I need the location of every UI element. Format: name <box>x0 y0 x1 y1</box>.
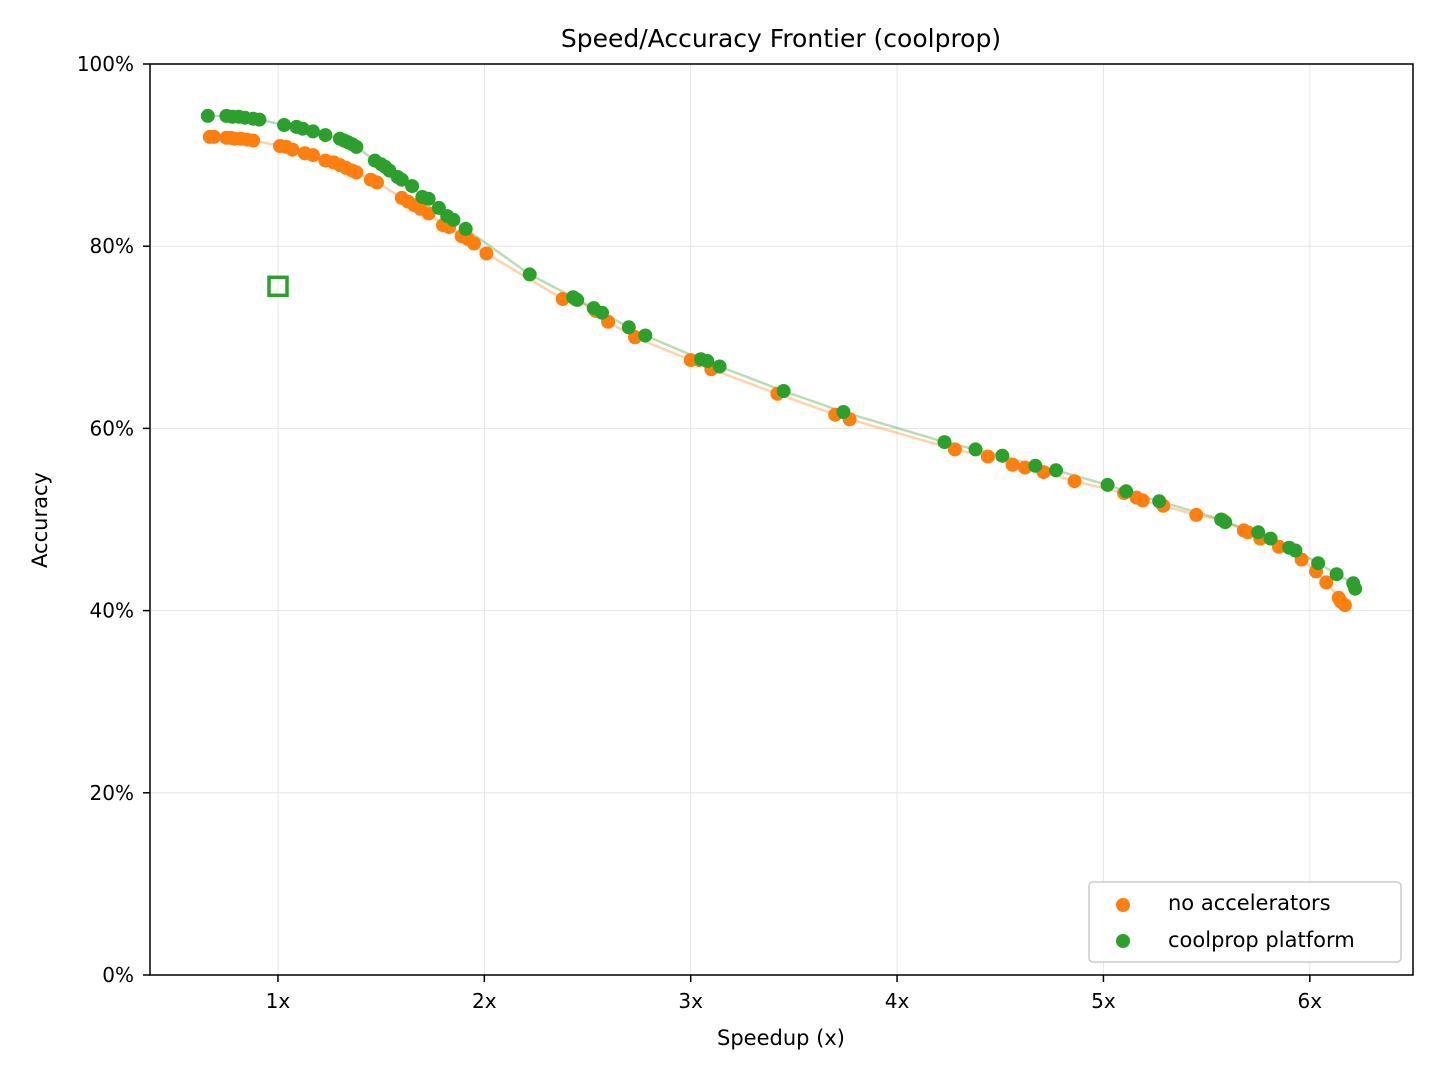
data-point-series-1 <box>1263 531 1278 546</box>
data-point-series-0 <box>1319 575 1334 590</box>
data-point-series-1 <box>1348 581 1363 596</box>
y-tick-label: 20% <box>90 781 134 805</box>
data-point-series-1 <box>1028 458 1043 473</box>
data-point-series-0 <box>1135 493 1150 508</box>
x-tick-label: 4x <box>885 989 910 1013</box>
data-point-series-0 <box>1189 507 1204 522</box>
y-tick-label: 60% <box>90 416 134 440</box>
legend-swatch-no-accelerators <box>1116 898 1130 912</box>
data-point-series-1 <box>306 124 320 139</box>
y-tick-label: 80% <box>90 234 134 258</box>
x-axis-label: Speedup (x) <box>717 1026 845 1050</box>
data-points <box>200 108 1363 613</box>
axis-ticks: 1x 2x 3x 4x 5x 6x 0% 20% 40% 60% 80% 100% <box>77 52 1322 1013</box>
data-point-series-0 <box>628 330 642 345</box>
data-point-series-1 <box>595 305 609 320</box>
data-point-series-1 <box>252 112 267 127</box>
data-point-series-0 <box>370 175 384 190</box>
data-point-series-1 <box>1218 515 1233 530</box>
data-point-series-0 <box>467 236 481 251</box>
data-point-series-1 <box>1251 525 1266 540</box>
data-point-series-1 <box>621 320 636 335</box>
data-point-series-1 <box>277 118 292 132</box>
data-point-series-1 <box>570 292 585 307</box>
legend: no accelerators coolprop platform <box>1088 881 1402 963</box>
legend-label-coolprop-platform: coolprop platform <box>1168 928 1355 952</box>
data-point-series-1 <box>349 139 364 154</box>
data-point-series-0 <box>207 129 221 144</box>
legend-label-no-accelerators: no accelerators <box>1168 891 1331 915</box>
data-point-series-1 <box>394 172 409 187</box>
baseline-marker-group <box>267 275 289 298</box>
data-point-series-0 <box>285 142 300 157</box>
data-point-series-1 <box>1119 484 1134 499</box>
plot-area-frame <box>149 63 1414 976</box>
data-point-series-1 <box>458 221 473 236</box>
data-point-series-1 <box>700 354 715 368</box>
data-point-series-1 <box>421 191 436 206</box>
data-point-series-1 <box>446 212 461 227</box>
y-tick-label: 0% <box>102 963 134 987</box>
data-point-series-1 <box>836 405 851 419</box>
data-point-series-1 <box>968 442 983 457</box>
data-point-series-0 <box>421 206 436 221</box>
data-point-series-1 <box>200 108 215 123</box>
data-point-series-1 <box>1049 463 1063 478</box>
data-point-series-1 <box>318 128 333 143</box>
data-point-series-1 <box>712 359 727 374</box>
legend-box <box>1088 881 1402 963</box>
data-point-series-1 <box>937 435 952 450</box>
data-point-series-0 <box>1018 460 1032 475</box>
y-tick-label: 100% <box>77 52 134 76</box>
y-tick-label: 40% <box>90 599 134 623</box>
data-point-series-0 <box>980 449 995 464</box>
data-point-series-1 <box>1152 494 1167 509</box>
data-point-series-1 <box>1311 556 1326 571</box>
x-tick-label: 2x <box>472 989 497 1013</box>
data-point-series-0 <box>947 442 962 457</box>
grid-lines <box>150 63 1413 976</box>
data-point-series-0 <box>555 292 570 306</box>
data-point-series-0 <box>1067 474 1082 489</box>
data-point-series-0 <box>479 246 494 261</box>
x-tick-label: 6x <box>1298 989 1323 1013</box>
chart-title: Speed/Accuracy Frontier (coolprop) <box>561 24 1001 53</box>
data-point-series-0 <box>1005 457 1020 472</box>
data-point-series-1 <box>405 179 420 194</box>
data-point-series-1 <box>1329 567 1344 582</box>
y-axis-label: Accuracy <box>28 472 52 568</box>
x-tick-label: 3x <box>678 989 703 1013</box>
data-point-series-1 <box>776 384 791 398</box>
data-point-series-0 <box>1337 598 1352 613</box>
data-point-series-1 <box>1100 477 1115 492</box>
data-point-series-1 <box>995 448 1010 463</box>
data-point-series-1 <box>1288 543 1303 558</box>
baseline-marker <box>267 275 289 298</box>
legend-swatch-coolprop-platform <box>1116 934 1130 948</box>
x-tick-label: 5x <box>1091 989 1116 1013</box>
data-point-series-0 <box>1240 525 1255 540</box>
data-point-series-0 <box>246 133 261 148</box>
data-point-series-0 <box>349 165 364 180</box>
data-point-series-1 <box>522 267 537 282</box>
data-point-series-1 <box>638 328 653 343</box>
data-point-series-0 <box>306 148 320 163</box>
x-tick-label: 1x <box>266 989 291 1013</box>
